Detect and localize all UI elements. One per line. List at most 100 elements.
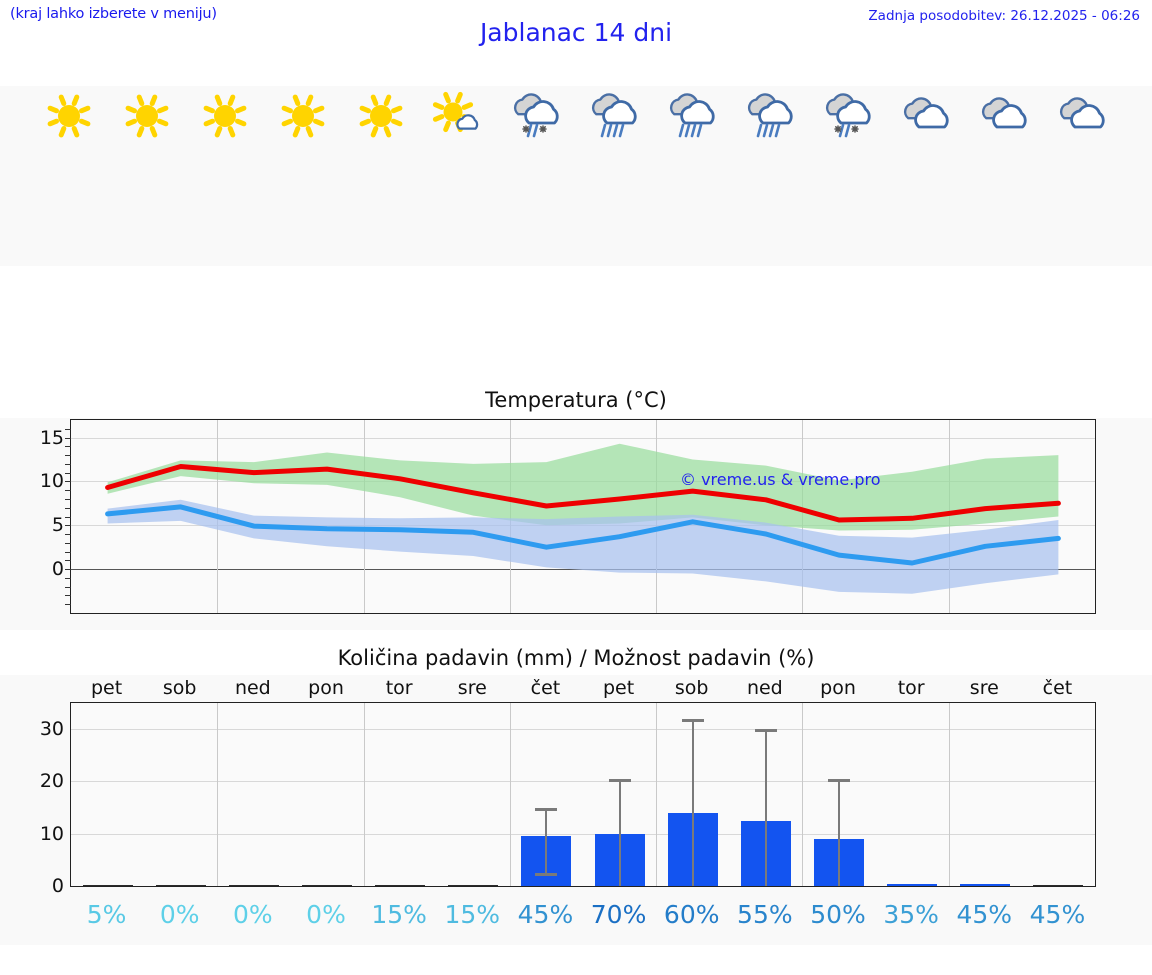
day-column[interactable] [732, 86, 810, 266]
precipitation-probability: 15% [444, 900, 501, 929]
sun-cloud-icon [428, 91, 490, 141]
y-axis-tick [65, 525, 71, 527]
gridline-vertical [363, 420, 365, 613]
precipitation-bar[interactable] [1033, 884, 1084, 886]
error-bar-cap-top [535, 807, 558, 811]
day-column[interactable] [888, 86, 966, 266]
gridline-vertical [656, 703, 658, 886]
day-column[interactable] [498, 86, 576, 266]
y-axis-tick-label: 0 [51, 558, 64, 581]
cloud-icon [1052, 91, 1114, 141]
precipitation-bar[interactable] [302, 884, 352, 886]
menu-hint[interactable]: (kraj lahko izberete v meniju) [10, 6, 217, 22]
sun-icon [38, 91, 100, 141]
precipitation-bar[interactable] [960, 884, 1011, 886]
y-axis-tick [65, 569, 71, 571]
precipitation-probability: 55% [737, 900, 793, 929]
gridline-vertical [217, 703, 219, 886]
y-axis-tick [65, 437, 71, 439]
precipitation-probability: 45% [956, 900, 1013, 929]
y-axis-tick [65, 481, 71, 483]
precipitation-day-labels: pet sob ned pon tor sre čet pet sob ned pon tor sre č… [0, 675, 1152, 702]
precipitation-bar[interactable] [155, 884, 206, 886]
day-column[interactable] [576, 86, 654, 266]
day-column[interactable] [420, 86, 498, 266]
cloud-icon [896, 91, 958, 141]
temperature-plot-area: 0 5 10 15 [40, 419, 1096, 614]
error-bar [838, 778, 840, 886]
precipitation-bar[interactable] [375, 884, 426, 886]
y-axis-tick [65, 428, 71, 430]
precipitation-bar[interactable] [228, 884, 279, 886]
copyright-label: © vreme.us & vreme.pro [680, 470, 881, 489]
precipitation-day-label: pet [602, 677, 635, 699]
y-axis-tick-label: 15 [39, 426, 64, 449]
precipitation-bar[interactable] [448, 884, 499, 886]
day-column[interactable] [1044, 86, 1122, 266]
cloud-rain-icon [740, 91, 802, 141]
y-axis-tick-label: 20 [39, 770, 64, 793]
precipitation-bar[interactable] [887, 884, 938, 886]
error-bar-cap-top [754, 729, 777, 733]
gridline-horizontal [71, 437, 1095, 439]
error-bar [545, 807, 548, 873]
precipitation-probability: 45% [1029, 900, 1086, 929]
precipitation-probability: 35% [883, 900, 939, 929]
y-axis-tick [65, 507, 71, 509]
temperature-chart-title: Temperatura (°C) [0, 382, 1152, 418]
y-axis-tick [65, 446, 71, 448]
y-axis-tick [65, 542, 71, 544]
gridline-vertical [509, 703, 511, 886]
precipitation-bar[interactable] [82, 884, 133, 886]
precipitation-day-label: čet [530, 677, 561, 699]
error-bar-cap-top [681, 718, 704, 722]
error-bar-cap-bottom [535, 872, 558, 876]
gridline-horizontal [71, 781, 1095, 783]
precipitation-day-label: pon [820, 677, 856, 699]
day-column[interactable] [810, 86, 888, 266]
day-column[interactable] [342, 86, 420, 266]
y-axis-tick [65, 516, 71, 518]
error-bar-cap-top [608, 778, 631, 782]
precipitation-day-label: ned [746, 677, 783, 699]
precipitation-probability: 5% [86, 900, 127, 929]
precipitation-day-label: sre [969, 677, 999, 699]
error-bar-cap-top [828, 778, 850, 782]
precipitation-plot-area: 0 10 20 30 [40, 702, 1096, 897]
sun-icon [194, 91, 256, 141]
y-axis-tick [65, 534, 71, 536]
day-columns [0, 86, 1152, 266]
cloud-sleet-icon [818, 91, 880, 141]
precipitation-day-label: pet [90, 677, 123, 699]
day-column[interactable] [654, 86, 732, 266]
cloud-rain-icon [662, 91, 724, 141]
day-column[interactable] [108, 86, 186, 266]
y-axis-tick [65, 577, 71, 579]
y-axis-tick-label: 10 [39, 470, 64, 493]
day-column[interactable] [30, 86, 108, 266]
y-axis-tick [65, 551, 71, 553]
precipitation-day-label: sre [457, 677, 487, 699]
error-bar [618, 778, 621, 886]
y-axis-tick [65, 498, 71, 500]
y-axis-tick [65, 472, 71, 474]
precipitation-probability: 60% [663, 900, 720, 929]
y-axis-tick [65, 463, 71, 465]
precipitation-probability-row: 5% 0% 0% 0% 15% 15% 45% 70% 60% 55% 50% 35% 45% 45% [0, 895, 1152, 939]
y-axis-tick-label: 10 [39, 822, 64, 845]
precipitation-probability: 0% [159, 900, 200, 929]
y-axis-tick-label: 5 [51, 514, 64, 537]
gridline-vertical [948, 703, 950, 886]
precipitation-probability: 0% [233, 900, 273, 929]
day-column[interactable] [186, 86, 264, 266]
y-axis-tick [65, 490, 71, 492]
precipitation-probability: 50% [810, 900, 866, 929]
page-title: Jablanac 14 dni [479, 18, 673, 47]
day-column[interactable] [966, 86, 1044, 266]
cloud-icon [974, 91, 1036, 141]
y-axis-tick [65, 595, 71, 597]
gridline-horizontal [71, 833, 1095, 835]
day-column[interactable] [264, 86, 342, 266]
precipitation-day-label: sob [674, 677, 709, 699]
precipitation-probability: 45% [517, 900, 574, 929]
